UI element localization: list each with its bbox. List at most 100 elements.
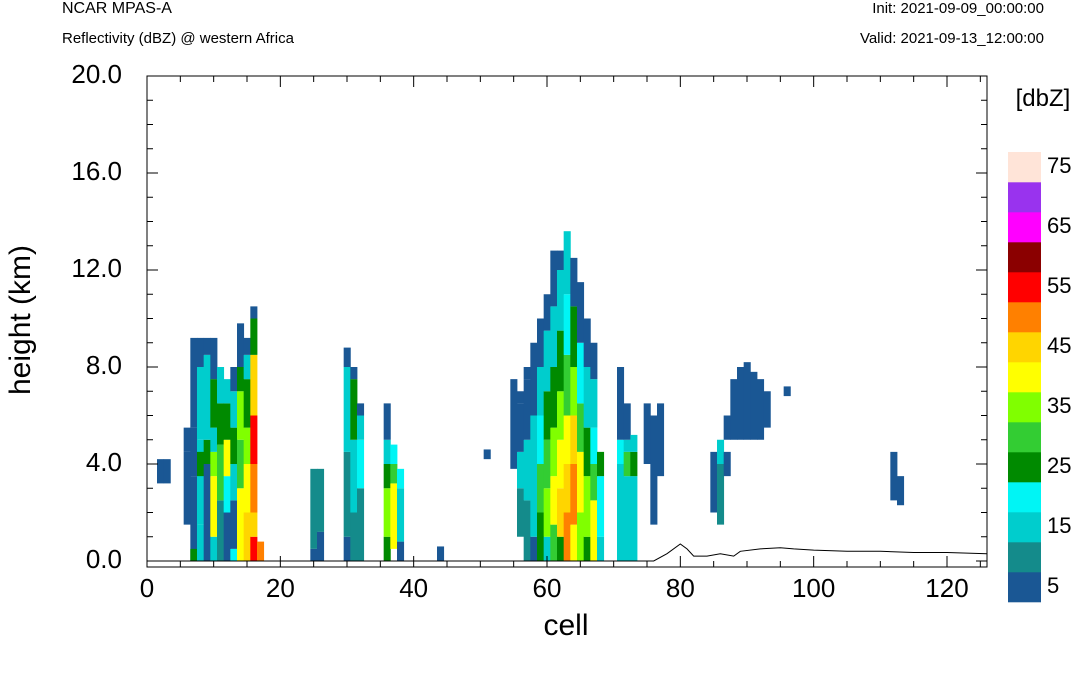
- x-tick-label: 120: [925, 573, 968, 603]
- reflectivity-cell: [617, 367, 625, 440]
- reflectivity-cell: [717, 464, 725, 525]
- colorbar-tick-label: 5: [1047, 573, 1059, 598]
- reflectivity-cell: [310, 548, 318, 562]
- colorbar-tick-label: 25: [1047, 453, 1071, 478]
- reflectivity-cell: [243, 354, 251, 380]
- reflectivity-cell: [630, 451, 638, 477]
- reflectivity-cell: [537, 415, 545, 464]
- reflectivity-cell: [590, 427, 598, 465]
- y-tick-label: 8.0: [86, 350, 122, 380]
- reflectivity-cell: [210, 427, 218, 452]
- reflectivity-cell: [557, 439, 565, 489]
- reflectivity-cell: [250, 464, 258, 513]
- reflectivity-cell: [570, 306, 578, 368]
- colorbar-swatch: [1008, 392, 1041, 423]
- reflectivity-cell: [543, 536, 551, 561]
- colorbar-swatch: [1008, 212, 1041, 243]
- reflectivity-cell: [590, 379, 598, 428]
- reflectivity-cell: [217, 444, 225, 501]
- y-axis-label: height (km): [4, 245, 37, 395]
- reflectivity-cell: [343, 347, 351, 367]
- reflectivity-cell: [223, 439, 231, 477]
- reflectivity-cell: [750, 371, 758, 440]
- reflectivity-cell: [570, 367, 578, 416]
- reflectivity-cell: [537, 318, 545, 367]
- reflectivity-cell: [583, 367, 591, 428]
- reflectivity-cell: [357, 403, 365, 416]
- reflectivity-cell: [237, 391, 245, 440]
- reflectivity-cell: [590, 464, 598, 501]
- valid-time: Valid: 2021-09-13_12:00:00: [859, 30, 1044, 47]
- reflectivity-cell: [517, 403, 525, 452]
- reflectivity-cell: [197, 451, 205, 477]
- reflectivity-cell: [197, 439, 205, 525]
- reflectivity-cell: [743, 362, 751, 440]
- reflectivity-cell: [577, 451, 585, 513]
- reflectivity-cell: [537, 464, 545, 513]
- reflectivity-cell: [397, 488, 405, 542]
- colorbar-tick-label: 55: [1047, 273, 1071, 298]
- reflectivity-cell: [577, 512, 585, 561]
- colorbar-swatch: [1008, 242, 1041, 273]
- reflectivity-cell: [577, 282, 585, 343]
- colorbar-tick-label: 75: [1047, 153, 1071, 178]
- reflectivity-cell: [230, 391, 238, 428]
- reflectivity-cell: [317, 531, 325, 561]
- colorbar-swatch: [1008, 542, 1041, 573]
- reflectivity-cell: [550, 250, 558, 307]
- reflectivity-cell: [350, 512, 358, 561]
- reflectivity-cell: [190, 427, 198, 477]
- reflectivity-cell: [570, 257, 578, 307]
- reflectivity-cell: [250, 536, 258, 561]
- reflectivity-cell: [597, 451, 605, 477]
- reflectivity-cell: [557, 488, 565, 537]
- reflectivity-cell: [550, 476, 558, 525]
- reflectivity-cell: [623, 451, 631, 477]
- reflectivity-cell: [630, 476, 638, 562]
- reflectivity-cell: [237, 488, 245, 561]
- reflectivity-cell: [243, 464, 251, 513]
- reflectivity-cell: [583, 427, 591, 477]
- reflectivity-cell: [557, 391, 565, 440]
- reflectivity-cell: [190, 476, 198, 562]
- reflectivity-cell: [530, 464, 538, 537]
- reflectivity-cell: [190, 548, 198, 562]
- reflectivity-cell: [737, 367, 745, 440]
- reflectivity-cell: [563, 354, 571, 416]
- reflectivity-cell: [237, 367, 245, 392]
- reflectivity-cell: [343, 451, 351, 537]
- colorbar: 5 15 25 35 45 55 65 75: [1008, 152, 1071, 603]
- terrain-line: [147, 543, 988, 562]
- colorbar-swatch: [1008, 182, 1041, 213]
- colorbar-swatch: [1008, 452, 1041, 483]
- reflectivity-cell: [217, 500, 225, 562]
- reflectivity-cell: [197, 524, 205, 562]
- reflectivity-cell: [230, 367, 238, 392]
- reflectivity-cell: [577, 403, 585, 452]
- reflectivity-cell: [197, 367, 205, 440]
- reflectivity-cell: [223, 476, 231, 513]
- colorbar-swatch: [1008, 572, 1041, 603]
- reflectivity-cell: [570, 524, 578, 562]
- reflectivity-cell: [557, 250, 565, 270]
- reflectivity-cell: [250, 415, 258, 464]
- reflectivity-cell: [357, 415, 365, 440]
- reflectivity-cell: [550, 306, 558, 368]
- reflectivity-cell: [710, 451, 718, 513]
- terrain-layer: [147, 543, 988, 562]
- reflectivity-cell: [557, 330, 565, 392]
- reflectivity-cell: [717, 439, 725, 464]
- reflectivity-cell: [543, 294, 551, 331]
- x-tick-label: 60: [533, 573, 562, 603]
- colorbar-swatch: [1008, 302, 1041, 333]
- reflectivity-cell: [537, 512, 545, 561]
- reflectivity-cell: [210, 379, 218, 428]
- reflectivity-cell: [243, 379, 251, 428]
- colorbar-tick-label: 45: [1047, 333, 1071, 358]
- colorbar-swatch: [1008, 152, 1041, 183]
- x-tick-label: 80: [666, 573, 695, 603]
- reflectivity-cell: [657, 403, 665, 477]
- reflectivity-cell: [623, 439, 631, 452]
- reflectivity-cell: [570, 464, 578, 525]
- reflectivity-cell: [483, 449, 491, 460]
